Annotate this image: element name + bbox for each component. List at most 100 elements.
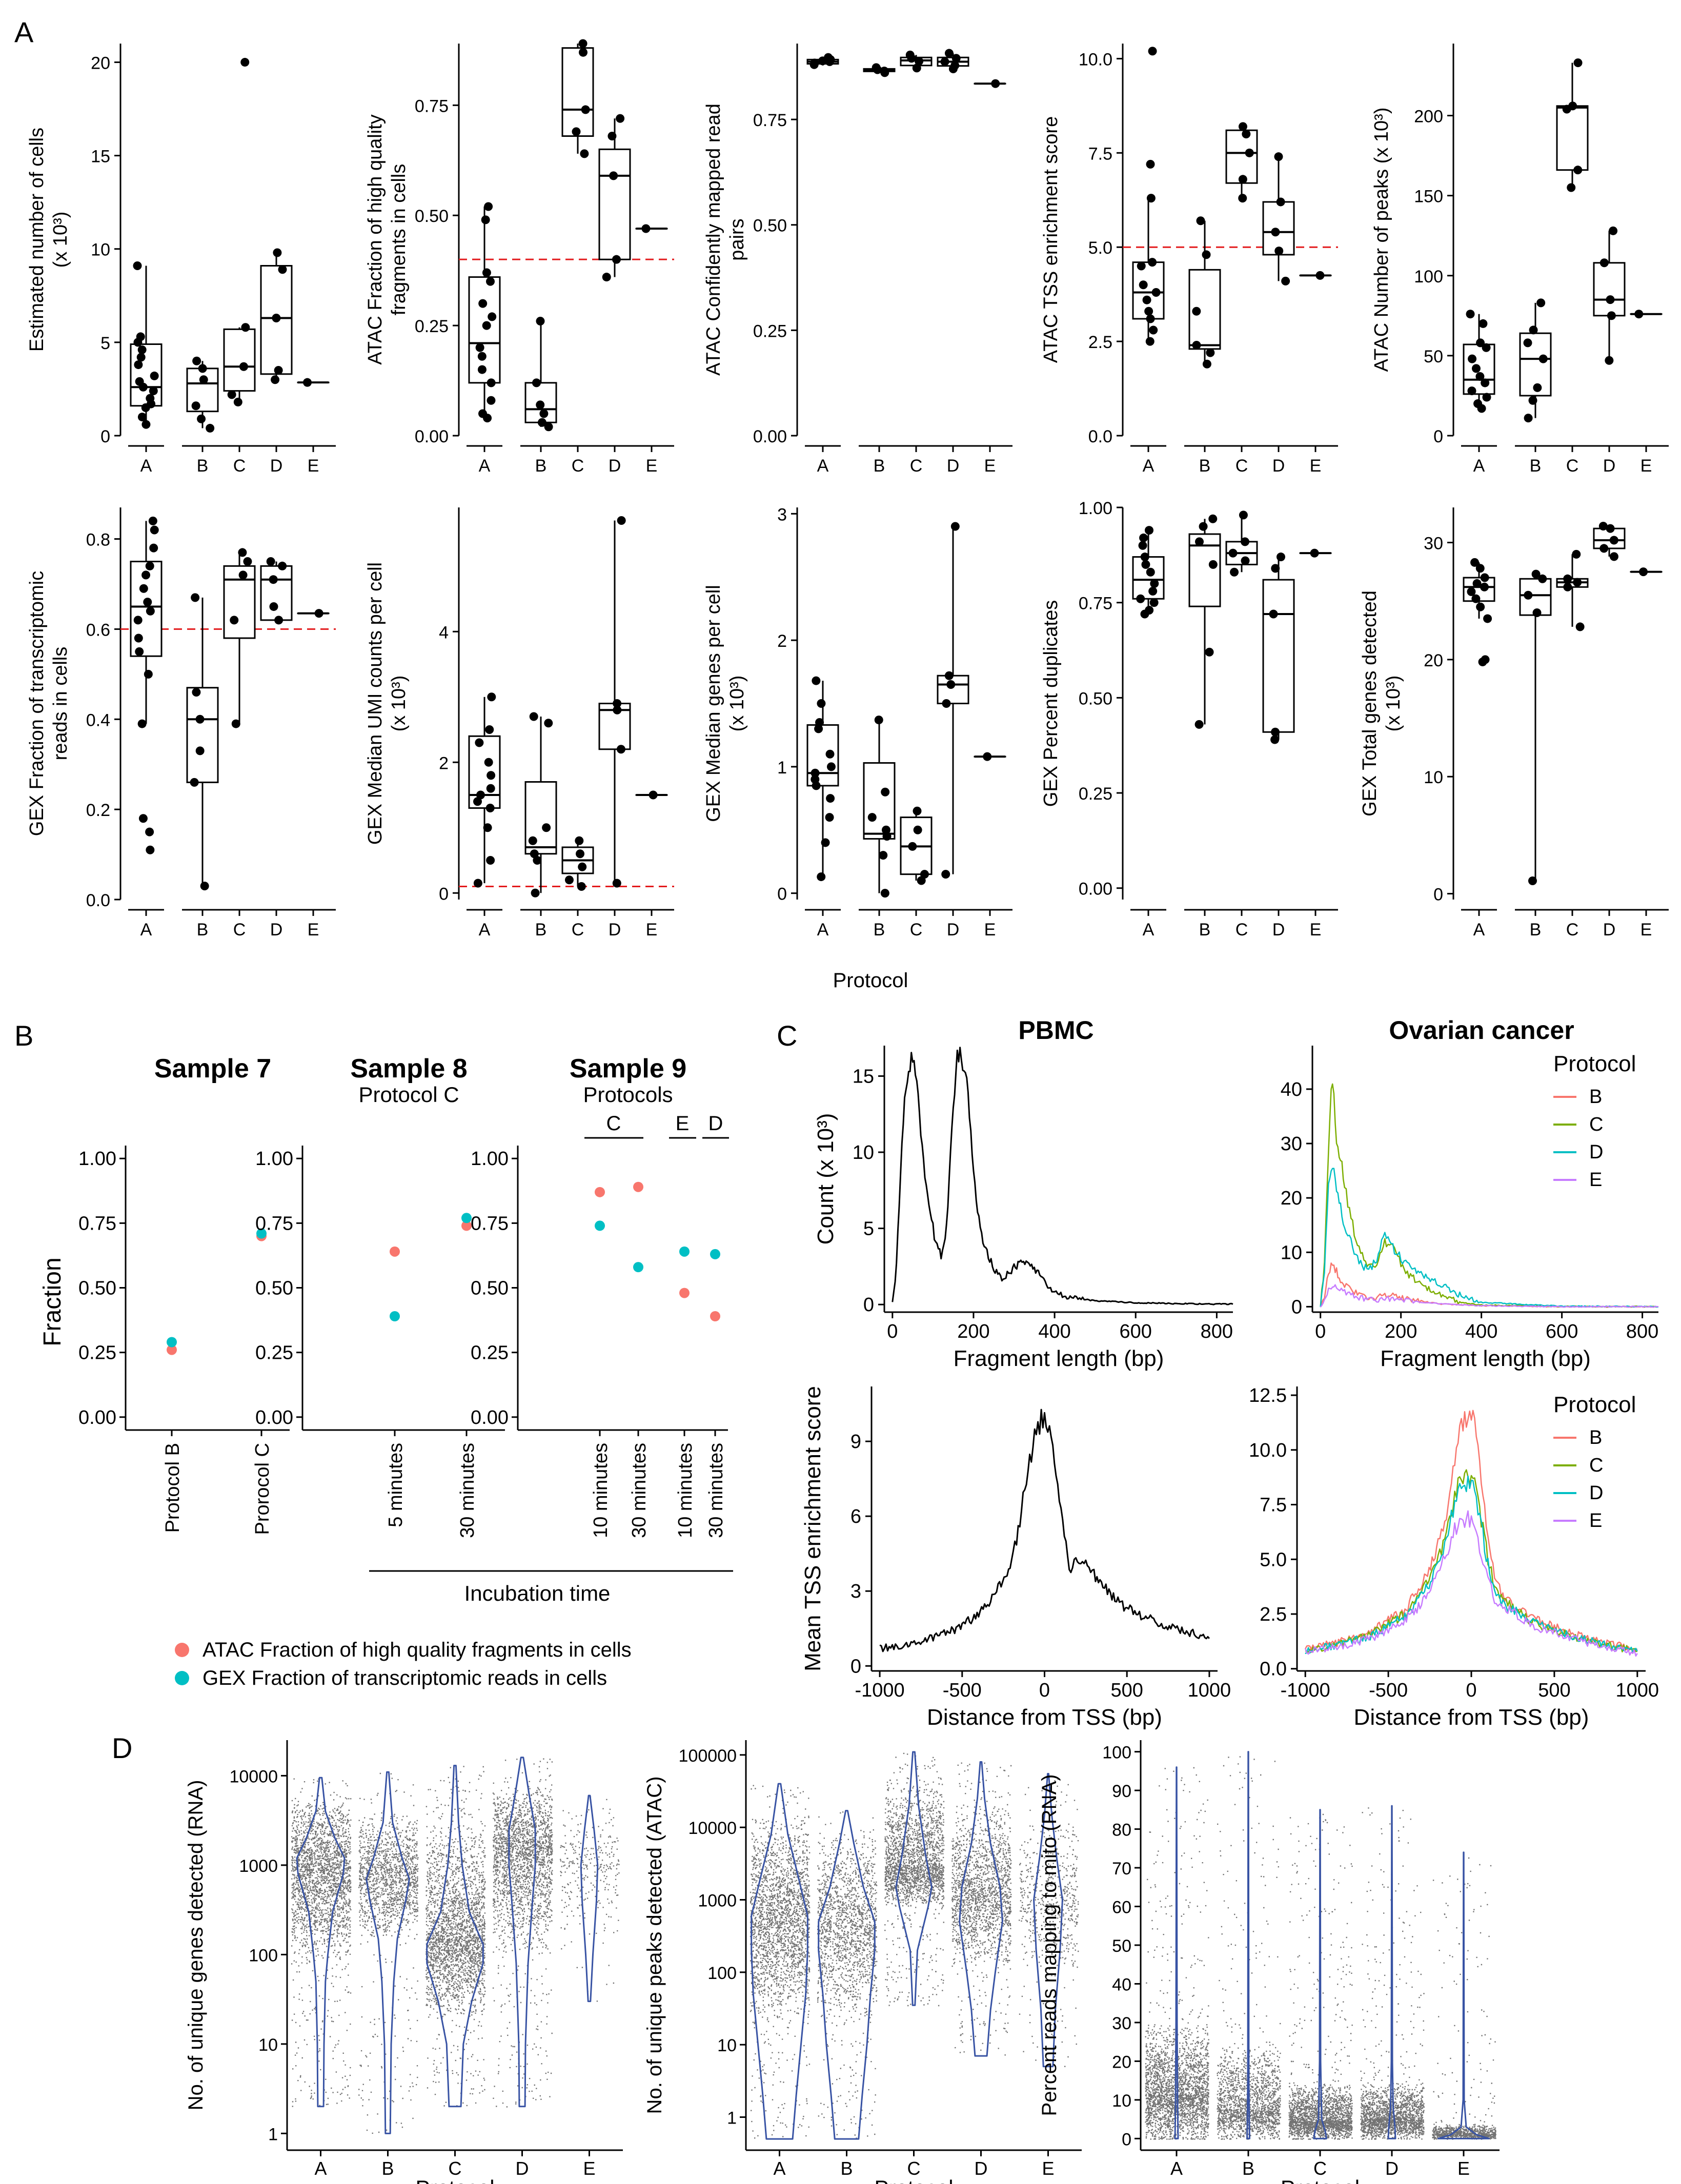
y-tick-label: 10 (1112, 2091, 1131, 2111)
facet-title: Sample 8 (350, 1054, 467, 1084)
facet-title: Sample 9 (570, 1054, 686, 1084)
data-point (1238, 122, 1247, 131)
y-tick-label: 0.75 (415, 96, 449, 116)
data-point (1274, 247, 1284, 256)
x-tick-label: C (1236, 920, 1248, 940)
y-axis-label: GEX Percent duplicates (1040, 600, 1062, 807)
data-point (612, 879, 621, 888)
x-tick-label: C (1566, 456, 1579, 476)
x-tick-label: D (1603, 920, 1616, 940)
data-point (1202, 250, 1211, 259)
data-point (473, 797, 482, 806)
data-point (272, 314, 281, 322)
x-tick-label: 10 minutes (675, 1443, 696, 1538)
data-point (880, 68, 889, 77)
chart-title: PBMC (1018, 1016, 1093, 1045)
data-point (133, 338, 143, 347)
y-tick-label: 90 (1112, 1782, 1131, 1801)
data-point (191, 401, 200, 411)
y-axis-label: No. of unique peaks detected (ATAC) (643, 1777, 666, 2114)
data-point (136, 353, 146, 362)
y-tick-label: 20 (91, 53, 110, 73)
data-point (477, 352, 487, 361)
jitter-points-a (1145, 1767, 1209, 2140)
jitter-points-b (817, 1811, 878, 2139)
box-A (468, 276, 501, 384)
series-line-b (1320, 1262, 1659, 1308)
legend-label-c: C (1589, 1114, 1603, 1135)
data-point (942, 699, 951, 708)
y-tick-label: 1000 (698, 1891, 737, 1911)
data-point (1480, 582, 1489, 591)
data-point (1536, 298, 1546, 308)
y-tick-label: 2.5 (1260, 1604, 1287, 1625)
data-point (1524, 414, 1533, 423)
data-point (1599, 258, 1609, 268)
data-point (231, 719, 240, 728)
y-tick-label: 100 (1414, 267, 1443, 287)
y-axis-label: (x 10³) (726, 676, 748, 732)
data-point (1196, 216, 1205, 226)
x-tick-label: 0 (1315, 1321, 1326, 1342)
data-point (1599, 544, 1609, 553)
y-tick-label: 6 (850, 1506, 861, 1527)
x-tick-label: 30 minutes (705, 1443, 727, 1538)
line-chart-4: -1000 -500 0 500 1000 0.0 2.5 5.0 7.5 10.0 12.5 Dis… (1249, 1385, 1659, 1730)
x-tick-label: 0 (1466, 1680, 1476, 1701)
y-axis-label: Count (x 10³) (813, 1113, 838, 1245)
data-point (602, 273, 611, 282)
data-point (879, 851, 888, 860)
data-point (530, 849, 539, 859)
y-axis-label: reads in cells (50, 647, 71, 761)
y-tick-label: 20 (1281, 1188, 1302, 1209)
data-point (1139, 533, 1148, 542)
box-chart-8: 0 1 2 3 A B C D E GEX Median genes per cell (x 10³… (703, 505, 1012, 940)
data-point (1146, 314, 1155, 323)
x-tick-label: B (874, 456, 885, 476)
y-tick-label: 0.4 (86, 710, 110, 730)
box-B (863, 762, 896, 840)
y-tick-label: 10 (91, 240, 110, 260)
data-point (817, 872, 826, 882)
x-tick-label: -1000 (1281, 1680, 1330, 1701)
x-tick-label: E (1641, 456, 1652, 476)
x-tick-label: B (1199, 920, 1211, 940)
y-tick-label: 40 (1112, 1975, 1131, 1994)
point-atac (167, 1344, 177, 1355)
data-point (195, 746, 205, 756)
data-point (487, 771, 496, 780)
data-point (809, 60, 819, 69)
data-point (485, 277, 495, 286)
legend-label-b: B (1589, 1427, 1602, 1448)
x-tick-label: 1000 (1188, 1680, 1231, 1701)
y-axis-label: (x 10³) (1383, 676, 1404, 732)
x-tick-label: B (874, 920, 885, 940)
violin-d (508, 1757, 536, 2108)
x-tick-label: A (479, 456, 491, 476)
x-tick-label: 0 (1039, 1680, 1050, 1701)
x-tick-label: A (140, 456, 152, 476)
data-point (814, 724, 823, 733)
x-tick-label: A (314, 2158, 327, 2179)
box-D (260, 265, 293, 375)
violin-b (818, 1810, 876, 2140)
data-point (907, 54, 916, 63)
y-tick-label: 1 (727, 2109, 737, 2128)
data-point (1524, 590, 1533, 600)
data-point (1276, 197, 1285, 207)
y-tick-label: 0.25 (1079, 784, 1112, 804)
point-gex (167, 1337, 177, 1348)
y-tick-label: 20 (1424, 651, 1443, 670)
box-C (223, 565, 256, 639)
data-point (476, 790, 485, 800)
data-point (536, 400, 545, 410)
violin-b (366, 1771, 410, 2134)
bracket-label-e: E (676, 1112, 690, 1135)
data-point (1315, 271, 1325, 280)
y-axis-label: ATAC Number of peaks (x 10³) (1371, 108, 1392, 372)
data-point (1482, 393, 1491, 402)
x-tick-label: E (1042, 2158, 1054, 2179)
x-tick-label: 200 (957, 1321, 989, 1342)
x-tick-label: D (947, 456, 960, 476)
data-point (139, 584, 148, 593)
